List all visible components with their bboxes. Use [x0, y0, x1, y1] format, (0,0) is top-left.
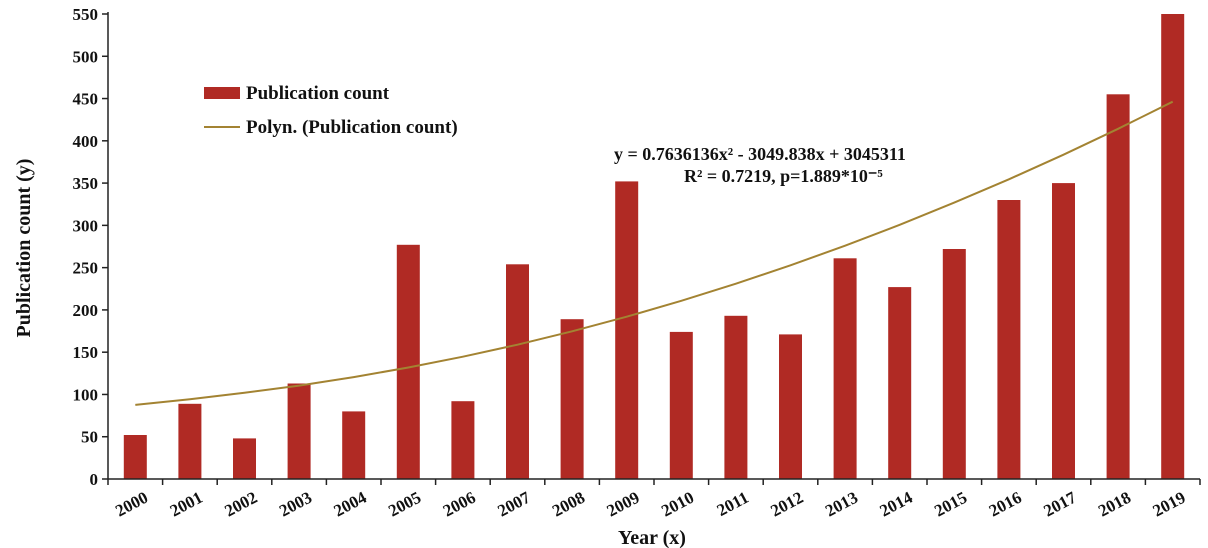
y-tick-label: 100	[73, 385, 99, 404]
bar-2000	[123, 435, 147, 479]
y-tick-label: 450	[73, 90, 99, 109]
bar-2001	[178, 403, 202, 479]
legend-bar-swatch	[204, 87, 240, 99]
bar-2014	[888, 287, 912, 479]
x-tick-label: 2002	[221, 488, 260, 521]
trendline-curve	[135, 100, 1174, 406]
bar-2005	[396, 244, 420, 479]
y-tick-label: 300	[73, 216, 99, 235]
bar-2019	[1161, 14, 1185, 479]
bar-2008	[560, 319, 584, 479]
legend-trendline-label: Polyn. (Publication count)	[246, 117, 458, 138]
bar-2007	[506, 264, 529, 479]
y-tick-label: 0	[90, 470, 99, 489]
x-tick-label: 2010	[658, 488, 697, 521]
trendline-equation: y = 0.7636136x² - 3049.838x + 3045311	[614, 144, 906, 164]
trendline-stats: R² = 0.7219, p=1.889*10⁻⁵	[684, 166, 883, 186]
axes-group	[102, 12, 1201, 485]
y-tick-label: 50	[81, 428, 98, 447]
y-tick-label: 250	[73, 259, 99, 278]
x-tick-label: 2005	[385, 488, 424, 521]
x-tick-label: 2015	[931, 488, 970, 521]
y-tick-label: 350	[73, 174, 99, 193]
bar-2017	[1052, 183, 1075, 479]
y-tick-label: 550	[73, 5, 99, 24]
legend-bar-label: Publication count	[246, 83, 390, 104]
x-tick-label: 2006	[440, 488, 479, 521]
bar-2009	[615, 181, 639, 479]
x-tick-label: 2012	[767, 488, 806, 521]
bar-2002	[233, 438, 256, 479]
x-tick-label: 2014	[877, 488, 916, 521]
x-tick-label: 2019	[1150, 488, 1189, 521]
x-tick-label: 2017	[1040, 488, 1079, 521]
bar-2010	[669, 331, 693, 479]
x-tick-label: 2004	[331, 488, 370, 521]
x-tick-label: 2011	[714, 488, 752, 520]
x-tick-label: 2008	[549, 488, 588, 521]
y-axis-title: Publication count (y)	[13, 159, 35, 338]
x-tick-label: 2003	[276, 488, 315, 521]
bar-2011	[724, 315, 748, 479]
x-tick-labels: 2000 2001 2002 2003 2004 2005 2006 2007 2008 2009…	[112, 488, 1188, 521]
bar-2006	[451, 401, 475, 479]
x-tick-label: 2001	[167, 488, 206, 521]
x-tick-label: 2016	[986, 488, 1025, 521]
bar-2016	[997, 200, 1021, 479]
x-tick-label: 2018	[1095, 488, 1134, 521]
y-tick-label: 150	[73, 343, 99, 362]
x-tick-label: 2013	[822, 488, 861, 521]
legend: Publication count Polyn. (Publication co…	[204, 83, 458, 138]
x-tick-label: 2007	[494, 488, 533, 521]
y-tick-label: 200	[73, 301, 99, 320]
bar-2018	[1106, 94, 1130, 480]
bar-2015	[942, 249, 966, 479]
bar-2012	[779, 334, 802, 479]
y-tick-label: 500	[73, 47, 99, 66]
bar-2003	[287, 383, 311, 479]
x-tick-label: 2009	[604, 488, 643, 521]
bar-2004	[342, 411, 366, 479]
bars-group	[123, 14, 1185, 480]
x-tick-label: 2000	[112, 488, 151, 521]
y-tick-label: 400	[73, 132, 99, 151]
x-axis-title: Year (x)	[618, 527, 686, 548]
bar-2013	[833, 258, 857, 479]
y-tick-labels: 0 50 100 150 200 250 300 350 400 450 500 550	[73, 5, 99, 489]
